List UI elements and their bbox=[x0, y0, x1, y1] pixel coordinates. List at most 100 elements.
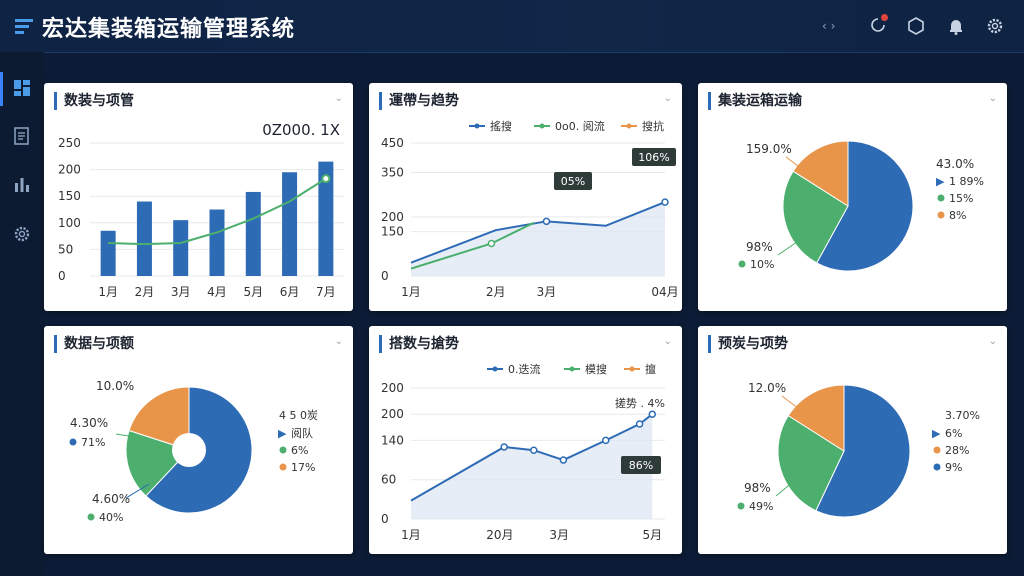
legend-label: 9% bbox=[945, 461, 962, 474]
expand-icon[interactable]: ‹ › bbox=[822, 19, 836, 33]
legend-label: 28% bbox=[945, 444, 969, 457]
pie-chart: 12.0% 98% 3.70% ▶ 6% 28% 9% 49% bbox=[737, 381, 980, 518]
callout-line bbox=[781, 395, 804, 413]
x-tick-label: 1月 bbox=[401, 528, 421, 542]
notification-badge bbox=[881, 14, 888, 21]
line-point bbox=[487, 239, 496, 248]
y-tick-label: 0 bbox=[381, 269, 389, 283]
pie-slice bbox=[792, 140, 849, 207]
callout-line bbox=[777, 232, 811, 256]
callout-label: 4.30% bbox=[70, 416, 108, 430]
y-tick-label: 350 bbox=[381, 166, 404, 180]
dashboard-icon[interactable] bbox=[11, 77, 33, 99]
bar bbox=[245, 191, 261, 276]
line-point bbox=[500, 443, 508, 451]
chart-card-data: 数据与项额 ⌄ 10.0% 4.30% 4.60% 71% 40% 4 5 0炭 ▶ 阅队 6%… bbox=[44, 326, 353, 554]
y-tick-label: 200 bbox=[381, 407, 404, 421]
callout-line bbox=[775, 475, 801, 497]
point-annotation: 搓势 . 4% bbox=[615, 396, 665, 410]
x-tick-label: 5月 bbox=[642, 528, 662, 542]
legend-label: 搜抗 bbox=[642, 119, 664, 133]
line-point bbox=[530, 446, 538, 454]
series-area bbox=[411, 414, 653, 519]
x-tick-label: 1月 bbox=[401, 285, 421, 299]
line-point bbox=[648, 410, 657, 418]
legend-label: 1 89% bbox=[949, 175, 984, 188]
callout-label: 43.0% bbox=[936, 157, 974, 171]
donut-chart: 10.0% 4.30% 4.60% 71% 40% 4 5 0炭 ▶ 阅队 6% 17% bbox=[69, 379, 318, 524]
callout-label: 4.60% bbox=[92, 492, 130, 506]
legend-marker bbox=[279, 463, 287, 471]
legend-marker bbox=[279, 446, 287, 454]
x-tick-label: 3月 bbox=[171, 285, 191, 299]
legend-marker: ▶ bbox=[936, 175, 945, 188]
legend-marker bbox=[629, 366, 635, 372]
card-title: 预炭与项势 bbox=[708, 335, 788, 353]
chart-card-volume: 数装与项管 ⌄ 250 200 150 100 50 0 0Z000. 1Х 1月 2月 3月 4月… bbox=[44, 83, 353, 311]
logo-icon bbox=[15, 19, 33, 34]
bar-chart-icon[interactable] bbox=[11, 173, 33, 195]
legend-marker bbox=[937, 211, 945, 219]
document-icon[interactable] bbox=[11, 125, 33, 147]
card-menu-icon[interactable]: ⌄ bbox=[988, 336, 997, 347]
card-title: 運帶与趋势 bbox=[379, 92, 459, 110]
card-title: 数装与项管 bbox=[54, 92, 134, 110]
x-tick-label: 20月 bbox=[486, 528, 513, 542]
legend-marker bbox=[738, 260, 746, 268]
callout-label: 10.0% bbox=[96, 379, 134, 393]
bell-icon[interactable] bbox=[945, 15, 967, 37]
y-tick-label: 150 bbox=[381, 225, 404, 239]
legend-marker: ▶ bbox=[278, 427, 287, 440]
series-area bbox=[411, 202, 665, 276]
donut-hole bbox=[172, 433, 206, 467]
sidebar-active-indicator bbox=[0, 72, 3, 106]
bar bbox=[209, 209, 225, 276]
area-line-chart: 200 200 140 60 0 1月 20月 3月 5月 0.迭流 模搜 擅搓势 . 4% 86% bbox=[381, 362, 665, 542]
card-menu-icon[interactable]: ⌄ bbox=[988, 93, 997, 104]
pie-slice bbox=[128, 386, 190, 451]
chart-card-transport: 集装运箱运输 ⌄ 159.0% 43.0% 98% ▶ 1 89% 15% 8% 10% bbox=[698, 83, 1007, 311]
top-bar: 宏达集装箱运输管理系统 ‹ › bbox=[0, 0, 1024, 53]
legend-marker bbox=[87, 513, 95, 521]
pie-slice bbox=[816, 140, 914, 272]
line-point bbox=[635, 420, 644, 428]
y-tick-label: 150 bbox=[58, 189, 81, 203]
value-tag-label: 106% bbox=[638, 151, 669, 164]
legend-marker bbox=[69, 438, 77, 446]
card-menu-icon[interactable]: ⌄ bbox=[663, 93, 672, 104]
value-annotation: 0Z000. 1Х bbox=[262, 121, 340, 139]
card-title: 数据与项额 bbox=[54, 335, 134, 353]
series-line bbox=[108, 177, 327, 246]
y-tick-label: 140 bbox=[381, 433, 404, 447]
legend-marker bbox=[569, 366, 575, 372]
legend-label: 10% bbox=[750, 258, 774, 271]
legend-marker bbox=[539, 123, 545, 129]
callout-label: 98% bbox=[744, 481, 771, 495]
y-tick-label: 100 bbox=[58, 216, 81, 230]
x-tick-label: 1月 bbox=[98, 285, 118, 299]
x-tick-label: 4月 bbox=[207, 285, 227, 299]
legend-label: 0.迭流 bbox=[508, 362, 541, 376]
x-tick-label: 3月 bbox=[537, 285, 557, 299]
value-tag-label: 86% bbox=[629, 459, 653, 472]
y-tick-label: 0 bbox=[381, 512, 389, 526]
card-menu-icon[interactable]: ⌄ bbox=[663, 336, 672, 347]
card-menu-icon[interactable]: ⌄ bbox=[334, 336, 343, 347]
card-menu-icon[interactable]: ⌄ bbox=[334, 93, 343, 104]
card-title: 搭数与搶势 bbox=[379, 335, 459, 353]
pie-slice bbox=[815, 384, 911, 518]
card-title: 集装运箱运输 bbox=[708, 92, 802, 110]
settings-icon[interactable] bbox=[984, 15, 1006, 37]
bar bbox=[136, 201, 152, 276]
notification-icon[interactable] bbox=[867, 15, 889, 37]
legend-label: 40% bbox=[99, 511, 123, 524]
shield-icon[interactable] bbox=[905, 15, 927, 37]
bar bbox=[173, 220, 189, 276]
y-tick-label: 60 bbox=[381, 473, 396, 487]
value-tag bbox=[554, 172, 592, 190]
settings-icon[interactable] bbox=[11, 223, 33, 245]
callout-label: 12.0% bbox=[748, 381, 786, 395]
legend-label: 阅队 bbox=[291, 426, 313, 440]
legend-marker bbox=[474, 123, 480, 129]
